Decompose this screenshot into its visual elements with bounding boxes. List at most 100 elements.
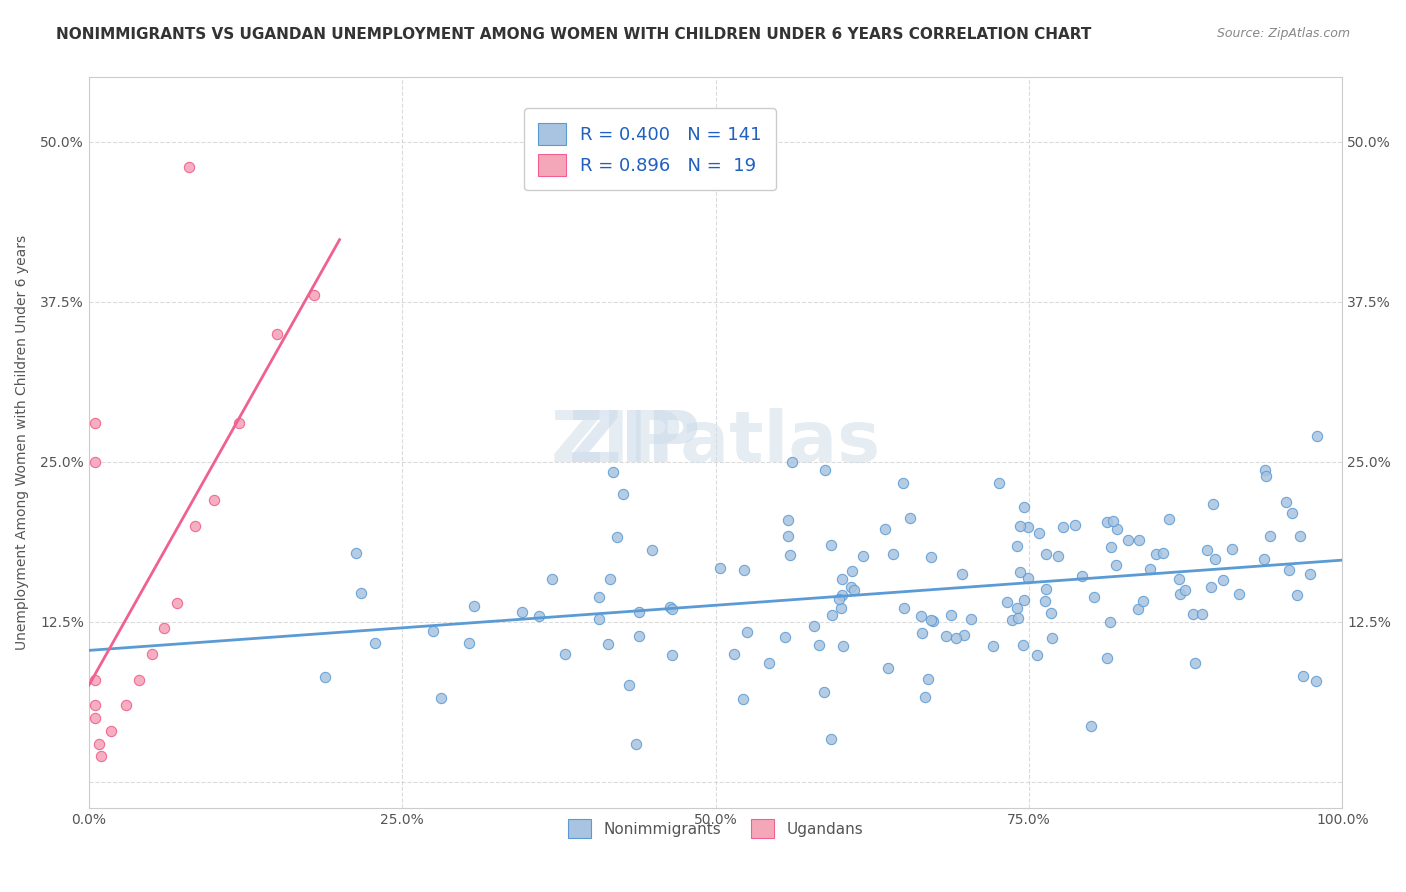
Point bbox=[735, 624, 758, 639]
Text: ZIPatlas: ZIPatlas bbox=[551, 409, 880, 477]
Point bbox=[624, 737, 647, 751]
Point bbox=[1070, 569, 1092, 583]
Point bbox=[141, 647, 163, 661]
Point bbox=[831, 572, 853, 586]
Point bbox=[1285, 588, 1308, 602]
Point bbox=[981, 639, 1004, 653]
Point bbox=[1204, 552, 1226, 566]
Point bbox=[841, 564, 863, 578]
Point bbox=[1152, 546, 1174, 560]
Point bbox=[179, 160, 201, 174]
Point bbox=[1035, 593, 1057, 607]
Point bbox=[1005, 600, 1028, 615]
Point bbox=[84, 711, 107, 725]
Point bbox=[876, 661, 898, 675]
Point bbox=[917, 672, 939, 686]
Point bbox=[776, 528, 799, 542]
Point bbox=[1040, 606, 1063, 620]
Point bbox=[1099, 540, 1122, 554]
Legend: Nonimmigrants, Ugandans: Nonimmigrants, Ugandans bbox=[562, 814, 869, 844]
Point bbox=[527, 609, 550, 624]
Point bbox=[1195, 543, 1218, 558]
Point bbox=[627, 605, 650, 619]
Point bbox=[510, 605, 533, 619]
Point bbox=[422, 624, 444, 638]
Point bbox=[1116, 533, 1139, 548]
Point bbox=[1012, 500, 1035, 515]
Point bbox=[1017, 520, 1039, 534]
Point bbox=[1139, 562, 1161, 576]
Point bbox=[166, 596, 188, 610]
Point bbox=[1305, 673, 1327, 688]
Point bbox=[344, 545, 367, 559]
Point bbox=[430, 690, 453, 705]
Point bbox=[920, 613, 942, 627]
Point bbox=[628, 629, 651, 643]
Point bbox=[1008, 565, 1031, 579]
Point bbox=[808, 638, 831, 652]
Point bbox=[128, 673, 150, 687]
Point bbox=[153, 621, 176, 635]
Point bbox=[1182, 607, 1205, 621]
Point bbox=[619, 678, 641, 692]
Point bbox=[364, 636, 387, 650]
Point bbox=[1102, 515, 1125, 529]
Point bbox=[830, 600, 852, 615]
Point bbox=[813, 685, 835, 699]
Point bbox=[1253, 552, 1275, 566]
Point bbox=[709, 561, 731, 575]
Point bbox=[266, 326, 288, 341]
Point bbox=[945, 631, 967, 645]
Point bbox=[84, 417, 107, 431]
Point bbox=[1012, 639, 1035, 653]
Point bbox=[588, 612, 610, 626]
Point bbox=[463, 599, 485, 613]
Point bbox=[1222, 541, 1244, 556]
Point bbox=[803, 619, 825, 633]
Point bbox=[827, 592, 849, 607]
Point bbox=[898, 511, 921, 525]
Point bbox=[1278, 563, 1301, 577]
Point bbox=[779, 548, 801, 562]
Point bbox=[891, 476, 914, 491]
Point bbox=[1012, 593, 1035, 607]
Point bbox=[1144, 548, 1167, 562]
Point bbox=[1174, 583, 1197, 598]
Point bbox=[1128, 533, 1150, 548]
Point bbox=[953, 628, 976, 642]
Point bbox=[832, 639, 855, 653]
Point bbox=[228, 417, 250, 431]
Point bbox=[939, 608, 962, 623]
Point bbox=[831, 588, 853, 602]
Point bbox=[596, 637, 619, 651]
Point bbox=[1281, 506, 1303, 520]
Point bbox=[1199, 580, 1222, 594]
Point bbox=[922, 614, 945, 628]
Point bbox=[658, 599, 681, 614]
Point bbox=[1126, 601, 1149, 615]
Point bbox=[640, 543, 662, 558]
Point bbox=[773, 630, 796, 644]
Point bbox=[920, 549, 942, 564]
Point bbox=[350, 586, 373, 600]
Point bbox=[1191, 607, 1213, 621]
Point bbox=[1095, 515, 1118, 529]
Point bbox=[661, 648, 683, 662]
Point bbox=[1080, 719, 1102, 733]
Point bbox=[1063, 517, 1085, 532]
Text: NONIMMIGRANTS VS UGANDAN UNEMPLOYMENT AMONG WOMEN WITH CHILDREN UNDER 6 YEARS CO: NONIMMIGRANTS VS UGANDAN UNEMPLOYMENT AM… bbox=[56, 27, 1091, 42]
Point bbox=[1202, 497, 1225, 511]
Point bbox=[606, 530, 628, 544]
Point bbox=[1083, 591, 1105, 605]
Y-axis label: Unemployment Among Women with Children Under 6 years: Unemployment Among Women with Children U… bbox=[15, 235, 30, 650]
Point bbox=[844, 583, 866, 598]
Point bbox=[950, 567, 973, 582]
Point bbox=[875, 522, 897, 536]
Point bbox=[588, 590, 610, 604]
Point bbox=[821, 608, 844, 623]
Point bbox=[1052, 520, 1074, 534]
Point bbox=[1097, 651, 1119, 665]
Point bbox=[90, 749, 112, 764]
Point bbox=[1104, 558, 1126, 572]
Point bbox=[733, 562, 755, 576]
